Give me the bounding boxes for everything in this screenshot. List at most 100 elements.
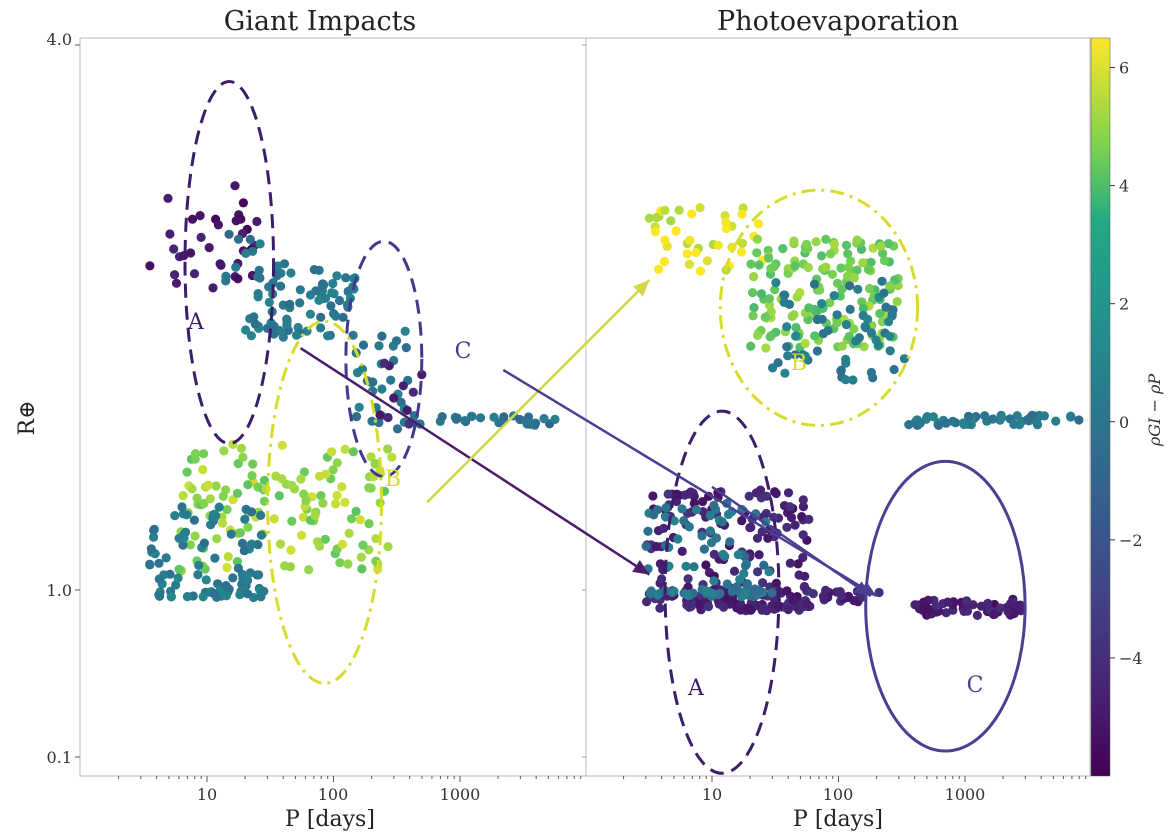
data-point — [849, 324, 859, 334]
data-point — [737, 209, 747, 219]
data-point — [697, 531, 707, 541]
data-point — [904, 420, 914, 430]
data-point — [885, 346, 895, 356]
data-point — [318, 498, 328, 508]
data-point — [337, 539, 348, 549]
data-point — [767, 588, 777, 598]
data-point — [722, 579, 732, 589]
data-point — [212, 592, 222, 602]
data-point — [145, 560, 155, 570]
data-point — [682, 600, 692, 610]
data-point — [915, 418, 925, 428]
transition-arrow-head — [853, 581, 871, 597]
data-point — [691, 505, 702, 515]
data-point — [779, 297, 789, 307]
tick-marks — [75, 44, 1087, 782]
data-point — [642, 597, 652, 607]
data-point — [962, 596, 972, 606]
data-point — [741, 588, 751, 598]
data-point — [934, 420, 944, 430]
data-point — [232, 488, 243, 498]
data-point — [185, 540, 195, 550]
data-point — [735, 605, 746, 615]
data-point — [654, 264, 664, 274]
data-point — [721, 217, 731, 227]
left-region-b-ellipse — [266, 319, 383, 685]
data-point — [707, 588, 718, 598]
data-point — [243, 480, 253, 490]
data-point — [182, 510, 192, 520]
data-point — [379, 358, 390, 368]
data-point — [799, 582, 809, 592]
data-point — [189, 515, 199, 525]
data-point — [366, 483, 376, 493]
data-point — [187, 484, 197, 494]
data-point — [737, 238, 748, 248]
data-point — [295, 298, 305, 308]
data-point — [988, 414, 998, 424]
data-point — [241, 325, 251, 335]
data-point — [305, 290, 316, 300]
data-point — [703, 602, 714, 612]
data-point — [832, 318, 842, 328]
data-point — [669, 586, 679, 596]
data-point — [392, 336, 402, 346]
data-point — [358, 540, 368, 550]
data-point — [876, 241, 886, 251]
data-point — [171, 278, 182, 288]
data-point — [651, 212, 662, 223]
data-point — [746, 522, 756, 533]
data-point — [329, 289, 339, 299]
data-point — [879, 255, 890, 266]
data-point — [243, 589, 253, 599]
left-panel-frame — [79, 37, 587, 777]
data-point — [803, 262, 814, 273]
data-point — [705, 510, 715, 521]
data-point — [340, 444, 350, 454]
data-point — [798, 530, 808, 540]
data-point — [709, 576, 719, 586]
data-point — [256, 592, 266, 602]
data-point — [837, 341, 847, 351]
data-point — [829, 291, 839, 301]
data-point — [222, 562, 232, 573]
data-point — [681, 561, 691, 571]
data-point — [282, 316, 292, 326]
data-point — [748, 288, 758, 298]
data-point — [754, 550, 764, 560]
data-point — [335, 558, 345, 568]
data-point — [219, 446, 229, 456]
data-point — [922, 412, 932, 422]
data-point — [783, 351, 793, 361]
colorbar-tick-label: −2 — [1119, 531, 1143, 550]
data-point — [791, 322, 801, 333]
data-point — [812, 346, 823, 356]
data-point — [677, 546, 687, 557]
data-point — [685, 235, 695, 245]
data-point — [195, 211, 205, 221]
data-point — [331, 311, 341, 321]
data-point — [174, 564, 184, 574]
data-point — [892, 297, 902, 307]
data-point — [228, 573, 238, 583]
data-point — [790, 520, 800, 530]
data-point — [1023, 415, 1033, 425]
data-point — [746, 259, 756, 269]
data-point — [804, 514, 814, 525]
data-point — [785, 558, 795, 568]
data-point — [264, 297, 274, 307]
data-point — [348, 330, 358, 340]
data-point — [797, 511, 807, 522]
data-point — [793, 559, 803, 569]
colorbar-tick-label: 0 — [1119, 413, 1129, 432]
data-point — [287, 480, 297, 490]
data-point — [735, 599, 746, 609]
data-point — [884, 317, 894, 327]
data-point — [1012, 411, 1022, 421]
data-point — [983, 598, 993, 609]
data-point — [771, 278, 781, 288]
data-point — [794, 570, 804, 580]
data-point — [650, 227, 661, 237]
data-point — [328, 465, 338, 475]
data-point — [213, 220, 223, 230]
